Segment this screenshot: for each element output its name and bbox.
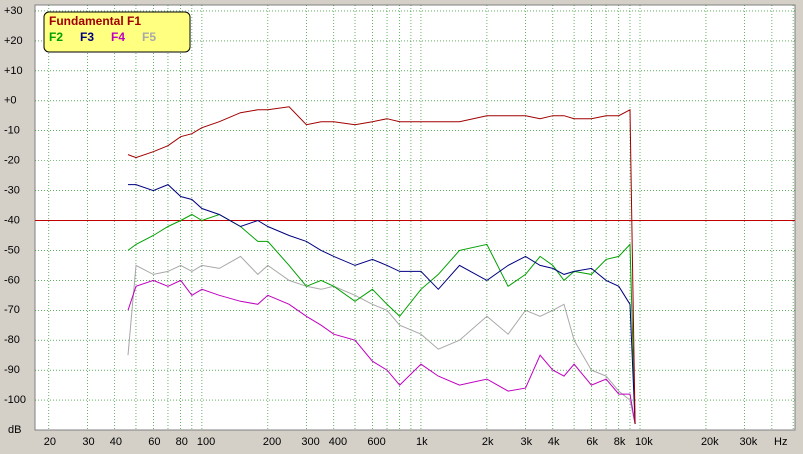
legend-label: F5 xyxy=(142,30,156,44)
y-tick-label: -100 xyxy=(4,394,26,406)
x-tick-label: 40 xyxy=(110,436,122,448)
series-line xyxy=(127,213,636,425)
x-tick-label: 4k xyxy=(548,436,560,448)
y-tick-label: -20 xyxy=(4,155,20,167)
x-tick-label: 20k xyxy=(701,436,719,448)
series-line xyxy=(128,184,636,425)
x-tick-label: 10k xyxy=(635,436,653,448)
x-tick-label: 1k xyxy=(416,436,428,448)
legend-label: F2 xyxy=(49,30,63,44)
y-tick-label: -40 xyxy=(4,214,20,226)
x-tick-label: 20 xyxy=(44,436,56,448)
x-tick-label: 6k xyxy=(586,436,598,448)
legend-label: F4 xyxy=(111,30,125,44)
x-tick-label: 600 xyxy=(367,436,385,448)
y-tick-label: -70 xyxy=(4,304,20,316)
series-line xyxy=(127,255,636,425)
y-tick-label: -50 xyxy=(4,244,20,256)
x-tick-label: 8k xyxy=(614,436,626,448)
x-tick-label: 30k xyxy=(740,436,758,448)
x-tick-label: 100 xyxy=(197,436,215,448)
y-tick-label: +30 xyxy=(4,5,23,17)
x-tick-label: 200 xyxy=(263,436,281,448)
plot-area xyxy=(34,4,796,431)
legend-label: Fundamental F1 xyxy=(49,14,141,28)
y-tick-label: +20 xyxy=(4,35,23,47)
legend-label: F3 xyxy=(80,30,94,44)
x-tick-label: 80 xyxy=(176,436,188,448)
y-tick-label: -80 xyxy=(4,334,20,346)
y-tick-label: +10 xyxy=(4,65,23,77)
legend: Fundamental F1 F2 F3 F4 F5 xyxy=(43,11,191,53)
y-tick-label: -30 xyxy=(4,184,20,196)
y-tick-label: -60 xyxy=(4,274,20,286)
series-line xyxy=(127,106,636,425)
x-tick-label: 60 xyxy=(148,436,160,448)
y-tick-label: -90 xyxy=(4,364,20,376)
y-tick-label: +0 xyxy=(4,95,17,107)
y-axis-label: dB xyxy=(8,424,21,436)
legend-box xyxy=(43,11,191,53)
x-tick-label: 2k xyxy=(482,436,494,448)
x-tick-label: 3k xyxy=(520,436,532,448)
y-tick-label: -10 xyxy=(4,125,20,137)
x-tick-label: 400 xyxy=(329,436,347,448)
x-axis-label: Hz xyxy=(774,436,787,448)
x-tick-label: 300 xyxy=(301,436,319,448)
series-line xyxy=(127,279,636,425)
x-tick-label: 30 xyxy=(82,436,94,448)
